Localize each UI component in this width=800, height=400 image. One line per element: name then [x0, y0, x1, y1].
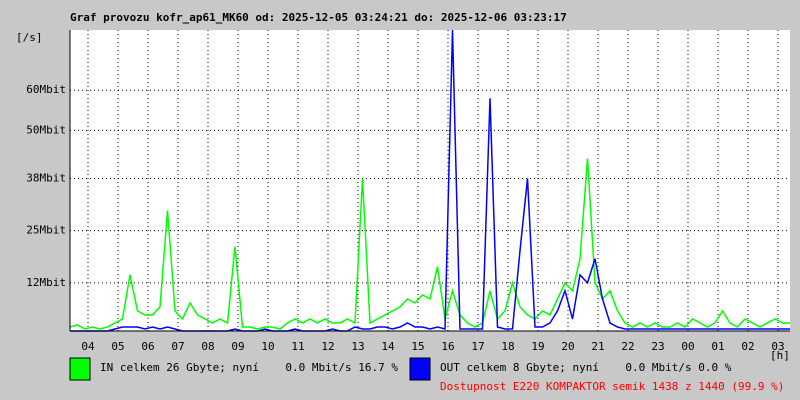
y-tick-label: 60Mbit	[26, 83, 66, 96]
availability-note: Dostupnost E220 KOMPAKTOR semik 1438 z 1…	[440, 380, 784, 393]
y-tick-label: 38Mbit	[26, 171, 66, 184]
x-tick-label: 19	[531, 340, 544, 353]
x-tick-label: 01	[711, 340, 724, 353]
x-axis-label: [h]	[770, 349, 790, 362]
plot-area	[70, 30, 790, 331]
x-tick-label: 22	[621, 340, 634, 353]
y-axis-label: [/s]	[16, 31, 43, 44]
x-tick-label: 04	[81, 340, 95, 353]
x-tick-label: 00	[681, 340, 694, 353]
y-tick-label: 25Mbit	[26, 224, 66, 237]
chart-title: Graf provozu kofr_ap61_MK60 od: 2025-12-…	[70, 11, 567, 24]
legend-label: IN celkem 26 Gbyte; nyní 0.0 Mbit/s 16.7…	[100, 361, 398, 374]
x-tick-label: 16	[441, 340, 454, 353]
legend-swatch	[409, 357, 431, 381]
x-tick-label: 18	[501, 340, 514, 353]
legend-label: OUT celkem 8 Gbyte; nyní 0.0 Mbit/s 0.0 …	[440, 361, 732, 374]
x-tick-label: 15	[411, 340, 424, 353]
x-tick-label: 20	[561, 340, 574, 353]
y-tick-label: 12Mbit	[26, 276, 66, 289]
x-tick-label: 08	[201, 340, 214, 353]
x-tick-label: 21	[591, 340, 604, 353]
x-tick-label: 10	[261, 340, 274, 353]
x-tick-label: 11	[291, 340, 304, 353]
x-tick-label: 13	[351, 340, 364, 353]
x-tick-label: 06	[141, 340, 154, 353]
x-tick-label: 02	[741, 340, 754, 353]
x-tick-label: 23	[651, 340, 664, 353]
x-tick-label: 09	[231, 340, 244, 353]
series-line	[69, 158, 790, 330]
x-tick-label: 14	[381, 340, 395, 353]
x-tick-label: 05	[111, 340, 124, 353]
y-tick-label: 50Mbit	[26, 123, 66, 136]
x-tick-label: 03	[771, 340, 784, 353]
x-tick-label: 17	[471, 340, 484, 353]
legend-swatch	[69, 357, 91, 381]
x-tick-label: 07	[171, 340, 184, 353]
x-tick-label: 12	[321, 340, 334, 353]
